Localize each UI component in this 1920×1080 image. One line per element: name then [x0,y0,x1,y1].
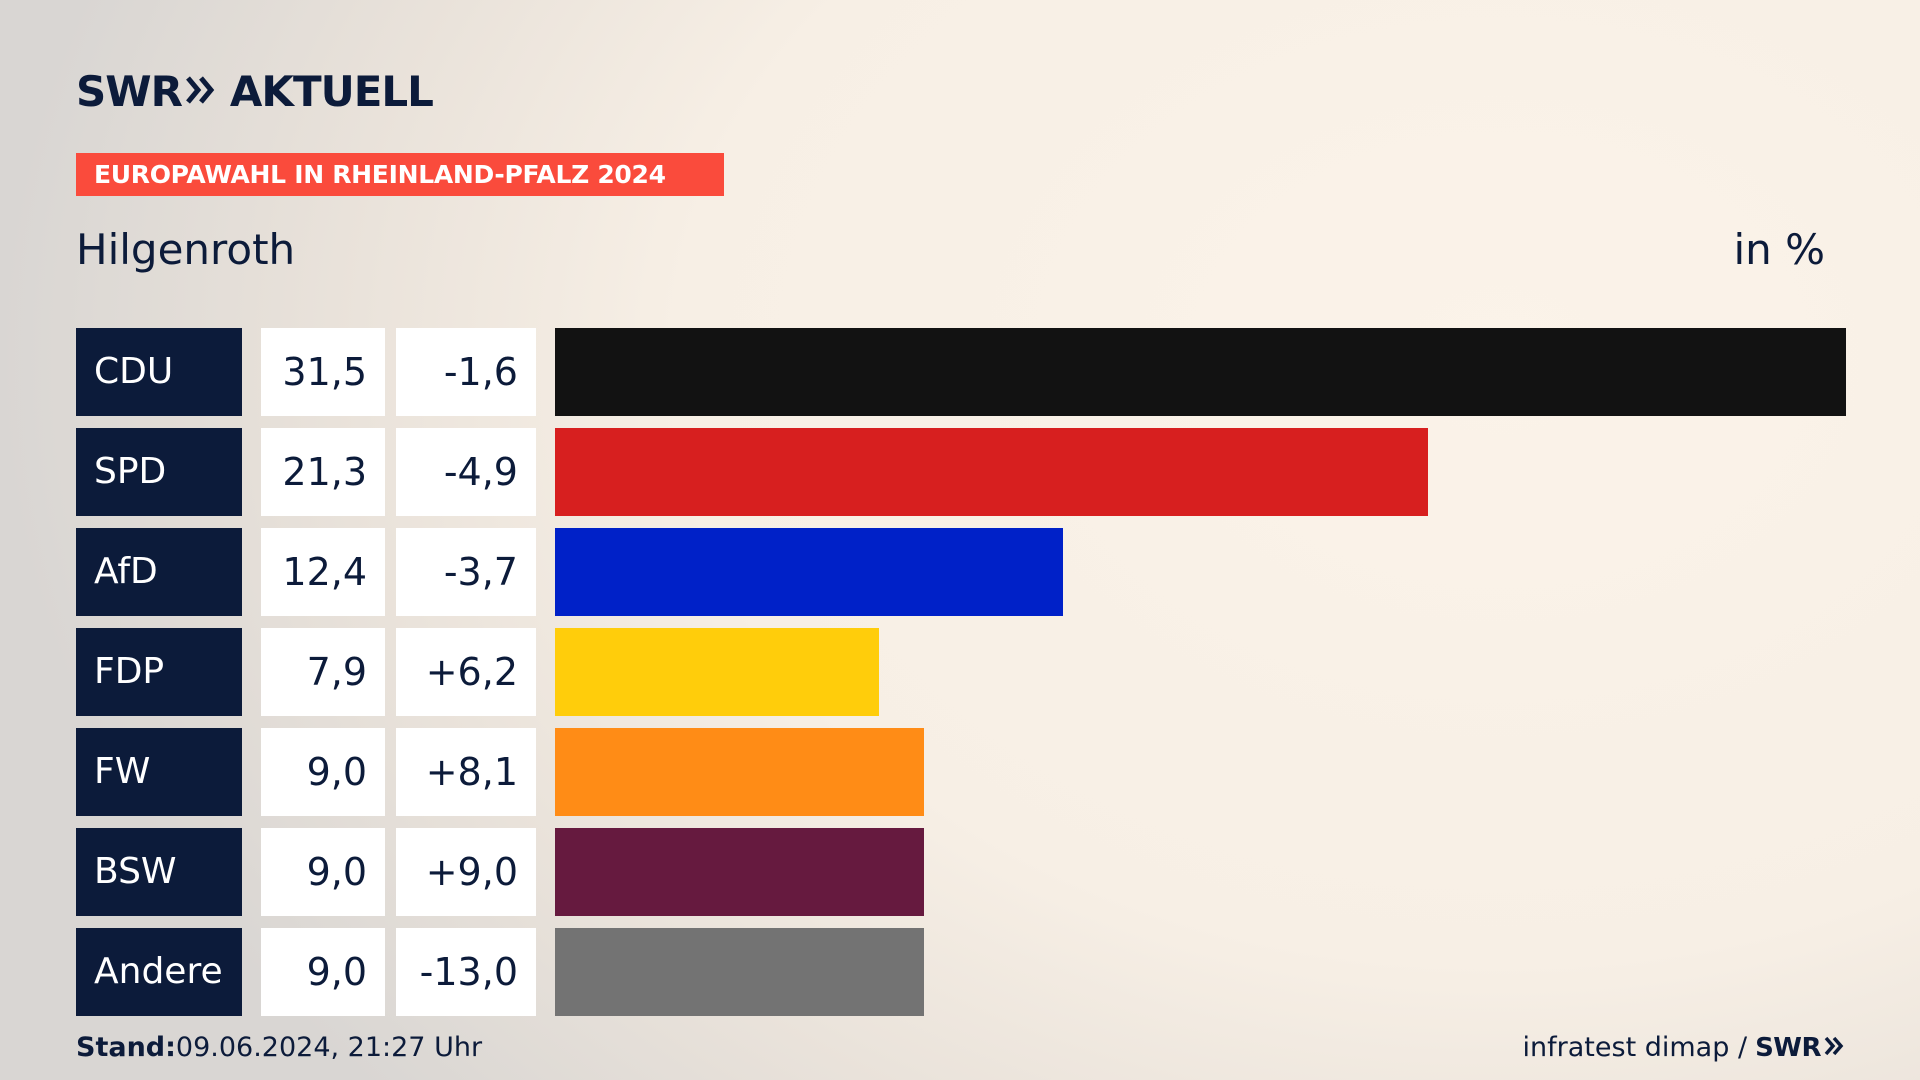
election-banner: EUROPAWAHL IN RHEINLAND-PFALZ 2024 [76,153,724,196]
vote-change-value: -3,7 [396,528,536,616]
party-label: Andere [76,928,242,1016]
party-label: FDP [76,628,242,716]
source-credit: infratest dimap / SWR [1523,1030,1844,1066]
vote-share-bar [555,928,924,1016]
vote-share-bar [555,828,924,916]
vote-change-value: +6,2 [396,628,536,716]
logo-aktuell-text: AKTUELL [229,67,434,116]
stand-value: 09.06.2024, 21:27 Uhr [175,1032,483,1063]
vote-change-value: +8,1 [396,728,536,816]
result-row: SPD 21,3 -4,9 [76,428,1846,516]
vote-share-bar [555,728,924,816]
timestamp: Stand:09.06.2024, 21:27 Uhr [76,1030,482,1066]
vote-share-value: 21,3 [261,428,385,516]
vote-share-value: 12,4 [261,528,385,616]
result-row: CDU 31,5 -1,6 [76,328,1846,416]
vote-share-bar [555,428,1428,516]
vote-share-value: 31,5 [261,328,385,416]
source-text: infratest dimap / [1522,1032,1748,1063]
result-row: BSW 9,0 +9,0 [76,828,1846,916]
region-title: Hilgenroth [76,225,296,274]
vote-change-value: -1,6 [396,328,536,416]
vote-share-bar [555,328,1846,416]
vote-change-value: -13,0 [396,928,536,1016]
result-row: FW 9,0 +8,1 [76,728,1846,816]
result-row: FDP 7,9 +6,2 [76,628,1846,716]
party-label: AfD [76,528,242,616]
unit-label: in % [1733,225,1825,274]
party-label: SPD [76,428,242,516]
vote-share-bar [555,528,1063,616]
logo-swr-text: SWR [76,67,183,116]
party-label: FW [76,728,242,816]
footer-swr-logo: SWR [1755,1033,1821,1063]
stand-label: Stand: [76,1032,176,1063]
swr-aktuell-logo: SWR AKTUELL [76,67,434,116]
vote-share-bar [555,628,879,716]
vote-share-value: 9,0 [261,728,385,816]
vote-change-value: +9,0 [396,828,536,916]
party-label: CDU [76,328,242,416]
double-chevron-icon [186,75,216,109]
party-label: BSW [76,828,242,916]
result-row: Andere 9,0 -13,0 [76,928,1846,1016]
vote-share-value: 9,0 [261,828,385,916]
result-row: AfD 12,4 -3,7 [76,528,1846,616]
vote-share-value: 9,0 [261,928,385,1016]
vote-change-value: -4,9 [396,428,536,516]
vote-share-value: 7,9 [261,628,385,716]
footer-chevron-icon [1824,1030,1844,1066]
